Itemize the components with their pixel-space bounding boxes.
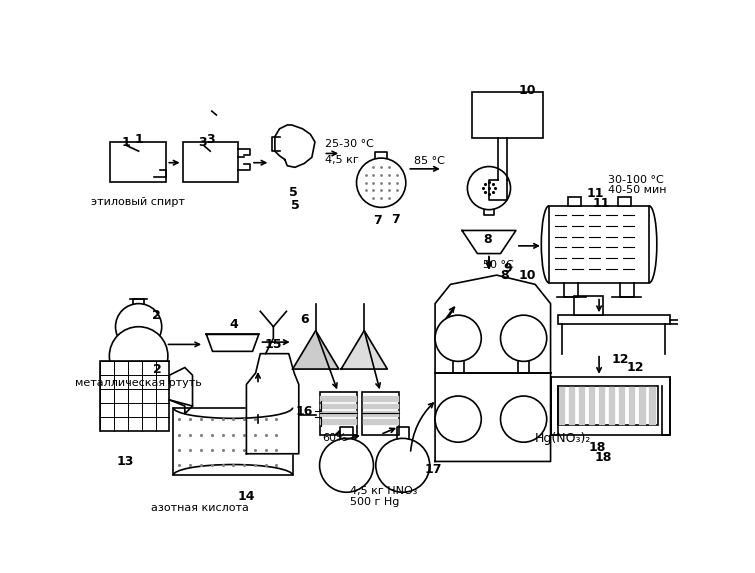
Text: 1: 1 [134, 133, 143, 146]
Text: 5: 5 [289, 186, 297, 199]
Text: 12: 12 [627, 361, 644, 374]
Circle shape [467, 167, 510, 210]
Text: 5: 5 [291, 199, 299, 213]
Text: 40-50 мин: 40-50 мин [609, 186, 667, 195]
Text: 9: 9 [503, 262, 512, 276]
Bar [549, 206, 649, 283]
Text: 11: 11 [593, 197, 610, 210]
Text: 16: 16 [295, 405, 313, 418]
Text: 50 °C: 50 °C [482, 260, 513, 270]
Bar [110, 142, 165, 182]
Polygon shape [462, 230, 516, 254]
Text: 13: 13 [117, 455, 134, 468]
Bar [550, 377, 670, 434]
Text: 18: 18 [588, 441, 606, 454]
Polygon shape [435, 275, 550, 461]
Text: 14: 14 [238, 489, 255, 503]
Text: 1: 1 [121, 136, 130, 149]
Circle shape [435, 315, 481, 362]
Text: 7: 7 [390, 213, 399, 226]
Text: 25-30 °C: 25-30 °C [325, 139, 374, 149]
Circle shape [109, 327, 168, 385]
Text: 11: 11 [587, 187, 604, 200]
Text: 10: 10 [519, 84, 536, 97]
Polygon shape [275, 125, 315, 167]
Text: 4,5 кг HNO₃: 4,5 кг HNO₃ [350, 486, 418, 496]
Circle shape [435, 396, 481, 442]
Polygon shape [206, 335, 259, 351]
Polygon shape [293, 331, 339, 369]
Text: 17: 17 [425, 462, 442, 476]
Bar [319, 392, 356, 434]
Text: 10: 10 [519, 269, 536, 281]
Bar [569, 197, 581, 206]
Bar [574, 296, 603, 315]
Text: 500 г Hg: 500 г Hg [350, 496, 399, 507]
Circle shape [376, 438, 430, 492]
Text: 85 °C: 85 °C [414, 156, 445, 166]
Text: 3: 3 [199, 136, 207, 149]
Text: этиловый спирт: этиловый спирт [91, 197, 185, 207]
Circle shape [501, 396, 547, 442]
Text: 30-100 °C: 30-100 °C [609, 175, 664, 186]
Text: 15: 15 [264, 338, 282, 351]
Polygon shape [246, 354, 299, 454]
Bar [100, 362, 169, 431]
Text: 18: 18 [594, 451, 612, 464]
Bar [558, 315, 670, 324]
Circle shape [116, 304, 162, 350]
Text: азотная кислота: азотная кислота [151, 503, 249, 513]
Text: 6: 6 [300, 312, 309, 325]
Text: 12: 12 [611, 354, 629, 366]
Text: 2: 2 [153, 363, 162, 375]
Text: 60%: 60% [322, 433, 347, 444]
Text: 4: 4 [229, 318, 238, 331]
Bar [618, 197, 630, 206]
Text: 3: 3 [206, 133, 214, 146]
Bar [183, 142, 238, 182]
Bar [362, 392, 399, 434]
Circle shape [501, 315, 547, 362]
Circle shape [356, 158, 405, 207]
Text: 4,5 кг: 4,5 кг [325, 155, 359, 164]
Polygon shape [341, 331, 387, 369]
Bar [472, 92, 543, 138]
Bar [173, 407, 293, 476]
Text: 2: 2 [152, 309, 161, 321]
Text: 7: 7 [373, 214, 382, 227]
Text: металлическая ртуть: металлическая ртуть [76, 378, 202, 388]
Text: 8: 8 [500, 269, 509, 281]
Text: Hg(NO₃)₂: Hg(NO₃)₂ [535, 432, 591, 445]
Text: 8: 8 [483, 233, 492, 246]
Circle shape [319, 438, 374, 492]
Bar [558, 386, 658, 425]
